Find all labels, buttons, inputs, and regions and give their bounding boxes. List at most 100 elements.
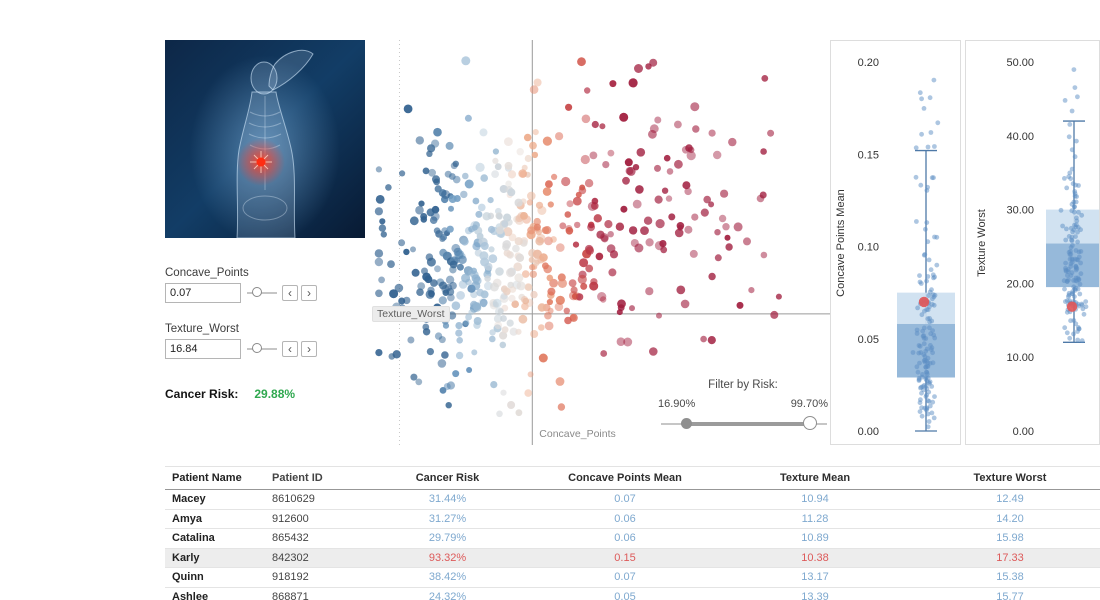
table-cell: 865432: [272, 532, 309, 545]
breast-anatomy-image: [165, 40, 365, 238]
column-header[interactable]: Patient ID: [272, 472, 323, 484]
table-cell: 0.06: [614, 532, 636, 545]
svg-text:0.00: 0.00: [1013, 426, 1034, 438]
svg-text:0.15: 0.15: [858, 149, 879, 161]
spin-up-button[interactable]: ›: [301, 341, 317, 357]
table-cell: 15.38: [996, 571, 1024, 584]
table-cell: 0.05: [614, 590, 636, 600]
table-row[interactable]: Ashlee 868871 24.32% 0.05 13.39 15.77: [165, 588, 1100, 600]
table-cell: 0.07: [614, 493, 636, 506]
table-cell: 15.77: [996, 590, 1024, 600]
table-row[interactable]: Quinn 918192 38.42% 0.07 13.17 15.38: [165, 568, 1100, 588]
cancer-risk-value: 29.88%: [254, 387, 296, 401]
filter-min-value: 16.90%: [658, 398, 696, 410]
filter-max-value: 99.70%: [790, 398, 828, 410]
svg-text:50.00: 50.00: [1006, 57, 1034, 69]
table-row[interactable]: Amya 912600 31.27% 0.06 11.28 14.20: [165, 510, 1100, 529]
svg-text:0.00: 0.00: [858, 426, 879, 438]
slider-knob[interactable]: [252, 287, 262, 297]
cancer-risk-readout: Cancer Risk: 29.88%: [165, 387, 295, 401]
slider-knob[interactable]: [252, 343, 262, 353]
svg-text:0.05: 0.05: [858, 334, 879, 346]
table-cell: 912600: [272, 512, 309, 525]
slider-track: [247, 348, 277, 350]
filter-active-bar[interactable]: [686, 422, 810, 426]
table-cell: 38.42%: [428, 571, 467, 584]
svg-text:0.20: 0.20: [858, 57, 879, 69]
table-cell: 11.28: [801, 512, 829, 525]
table-row[interactable]: Macey 8610629 31.44% 0.07 10.94 12.49: [165, 490, 1100, 510]
table-cell: 10.38: [801, 551, 829, 564]
param-label: Concave_Points: [165, 267, 249, 279]
table-cell: 918192: [272, 571, 309, 584]
reference-line-label-concave: Concave_Points: [536, 428, 619, 440]
table-row[interactable]: Karly 842302 93.32% 0.15 10.38 17.33: [165, 548, 1100, 568]
boxplot-concave-points[interactable]: 0.20 0.15 0.10 0.05 0.00 Concave Points Mean: [831, 41, 960, 444]
param-label: Texture_Worst: [165, 323, 239, 335]
texture-worst-input[interactable]: [165, 339, 241, 359]
table-header: Patient Name Patient ID Cancer Risk Concave…: [165, 467, 1100, 490]
table-cell: 24.32%: [428, 590, 467, 600]
svg-text:40.00: 40.00: [1006, 131, 1034, 143]
filter-title: Filter by Risk:: [708, 379, 778, 391]
column-header[interactable]: Texture Mean: [779, 472, 851, 484]
spin-down-button[interactable]: ‹: [282, 285, 298, 301]
table-cell: 12.49: [996, 493, 1024, 506]
table-cell: 31.27%: [428, 512, 467, 525]
table-cell: Macey: [172, 493, 206, 506]
table-row[interactable]: Catalina 865432 29.79% 0.06 10.89 15.98: [165, 529, 1100, 549]
svg-text:0.10: 0.10: [858, 242, 879, 254]
filter-handle-max[interactable]: [803, 416, 817, 430]
patient-table: Patient Name Patient ID Cancer Risk Concave…: [165, 466, 1100, 600]
table-cell: 31.44%: [428, 493, 467, 506]
table-cell: 13.39: [801, 590, 829, 600]
risk-filter: Filter by Risk: 16.90% 99.70%: [653, 379, 833, 433]
svg-text:20.00: 20.00: [1006, 278, 1034, 290]
table-cell: 10.89: [801, 532, 829, 545]
boxplot-panel-texture-worst: 50.00 40.00 30.00 20.00 10.00 0.00 Texture Wor…: [965, 40, 1100, 445]
svg-text:10.00: 10.00: [1006, 352, 1034, 364]
column-header[interactable]: Concave Points Mean: [568, 472, 682, 484]
table-cell: 0.06: [614, 512, 636, 525]
table-cell: Amya: [172, 512, 202, 525]
column-header[interactable]: Patient Name: [172, 472, 242, 484]
table-cell: 17.33: [996, 551, 1024, 564]
tumor-highlight-icon: [237, 138, 285, 186]
table-cell: 14.20: [996, 512, 1024, 525]
slider-track: [247, 292, 277, 294]
concave-points-input[interactable]: [165, 283, 241, 303]
table-cell: 0.15: [614, 551, 636, 564]
spin-down-button[interactable]: ‹: [282, 341, 298, 357]
table-cell: 93.32%: [428, 551, 467, 564]
table-cell: Karly: [172, 551, 200, 564]
table-cell: 868871: [272, 590, 309, 600]
texture-worst-slider[interactable]: [245, 339, 279, 359]
cancer-risk-label: Cancer Risk:: [165, 387, 239, 401]
svg-text:Concave Points Mean: Concave Points Mean: [835, 189, 847, 297]
table-cell: 10.94: [801, 493, 829, 506]
table-cell: 8610629: [272, 493, 315, 506]
reference-line-label-texture: Texture_Worst: [372, 305, 450, 322]
filter-handle-min[interactable]: [681, 418, 692, 429]
svg-text:30.00: 30.00: [1006, 205, 1034, 217]
boxplot-panel-concave-points: 0.20 0.15 0.10 0.05 0.00 Concave Points Mean: [830, 40, 961, 445]
column-header[interactable]: Texture Worst: [973, 472, 1047, 484]
column-header[interactable]: Cancer Risk: [415, 472, 480, 484]
table-cell: Catalina: [172, 532, 215, 545]
table-cell: 15.98: [996, 532, 1024, 545]
table-cell: Ashlee: [172, 590, 209, 600]
table-cell: 29.79%: [428, 532, 467, 545]
concave-points-slider[interactable]: [245, 283, 279, 303]
boxplot-texture-worst[interactable]: 50.00 40.00 30.00 20.00 10.00 0.00 Texture Wor…: [966, 41, 1100, 444]
table-cell: 0.07: [614, 571, 636, 584]
table-cell: Quinn: [172, 571, 204, 584]
scatter-plot[interactable]: [372, 40, 830, 445]
table-cell: 13.17: [801, 571, 829, 584]
svg-text:Texture Worst: Texture Worst: [976, 209, 988, 277]
table-cell: 842302: [272, 551, 309, 564]
param-texture-worst: Texture_Worst ‹ ›: [165, 323, 345, 359]
spin-up-button[interactable]: ›: [301, 285, 317, 301]
filter-range-slider[interactable]: [653, 415, 833, 433]
param-concave-points: Concave_Points ‹ ›: [165, 267, 345, 303]
